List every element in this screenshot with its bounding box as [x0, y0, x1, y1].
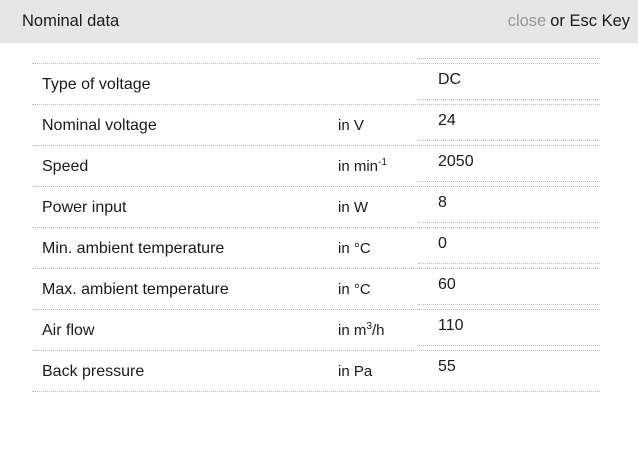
- table-row-value-cell: 60: [418, 263, 600, 304]
- table-row: Air flow in m3/h: [32, 309, 600, 350]
- nominal-data-table: Type of voltage DC Nominal voltage in V 24 Sp…: [0, 43, 638, 449]
- esc-key-hint: or Esc Key: [550, 12, 630, 30]
- table-row: Max. ambient temperature in °C: [32, 268, 600, 309]
- close-button[interactable]: close: [507, 12, 547, 30]
- row-label: Back pressure: [42, 363, 145, 380]
- row-label: Max. ambient temperature: [42, 281, 229, 298]
- table-row-value-cell: 55: [418, 345, 600, 386]
- row-label: Nominal voltage: [42, 117, 157, 134]
- table-row-value-cell: 2050: [418, 140, 600, 181]
- row-unit-base: in W: [338, 199, 368, 216]
- row-unit: in °C: [338, 228, 371, 269]
- row-unit: in °C: [338, 269, 371, 310]
- row-unit-base: in min: [338, 158, 379, 175]
- row-unit-exponent: -1: [378, 157, 388, 168]
- row-unit: in W: [338, 187, 368, 228]
- row-unit-base: in °C: [338, 240, 371, 257]
- row-value: 55: [438, 358, 456, 375]
- table-bottom-divider: [32, 391, 600, 392]
- row-label: Type of voltage: [42, 76, 151, 93]
- row-label: Power input: [42, 199, 127, 216]
- page-title: Nominal data: [22, 12, 120, 30]
- row-unit: in V: [338, 105, 364, 146]
- row-unit-base: in Pa: [338, 363, 373, 380]
- row-label: Air flow: [42, 322, 95, 339]
- row-value: 8: [438, 194, 447, 211]
- row-value: 24: [438, 112, 456, 129]
- table-row-value-cell: 24: [418, 99, 600, 140]
- row-unit-base: in °C: [338, 281, 371, 298]
- row-unit: in Pa: [338, 351, 372, 392]
- table-row-value-cell: 8: [418, 181, 600, 222]
- row-value: 110: [438, 317, 464, 334]
- table-row: Min. ambient temperature in °C: [32, 227, 600, 268]
- table-row-value-cell: DC: [418, 58, 600, 99]
- row-unit-base: in m: [338, 322, 367, 339]
- row-unit-tail: /h: [372, 322, 385, 339]
- row-label: Speed: [42, 158, 89, 175]
- row-value: 60: [438, 276, 456, 293]
- table-row: Back pressure in Pa: [32, 350, 600, 391]
- row-label: Min. ambient temperature: [42, 240, 225, 257]
- dialog-header: Nominal data close or Esc Key: [0, 0, 638, 43]
- row-unit: in min-1: [338, 146, 387, 187]
- row-value: 2050: [438, 153, 474, 170]
- table-row: Nominal voltage in V: [32, 104, 600, 145]
- table-row: Speed in min-1: [32, 145, 600, 186]
- row-unit-base: in V: [338, 117, 364, 134]
- row-value: DC: [438, 71, 462, 88]
- row-unit: in m3/h: [338, 310, 385, 351]
- table-row-value-cell: 110: [418, 304, 600, 345]
- row-value: 0: [438, 235, 447, 252]
- table-row: Power input in W: [32, 186, 600, 227]
- table-row-value-cell: 0: [418, 222, 600, 263]
- row-unit-exponent: 3: [366, 321, 373, 332]
- header-actions: close or Esc Key: [508, 0, 630, 43]
- table-row: Type of voltage: [32, 63, 600, 104]
